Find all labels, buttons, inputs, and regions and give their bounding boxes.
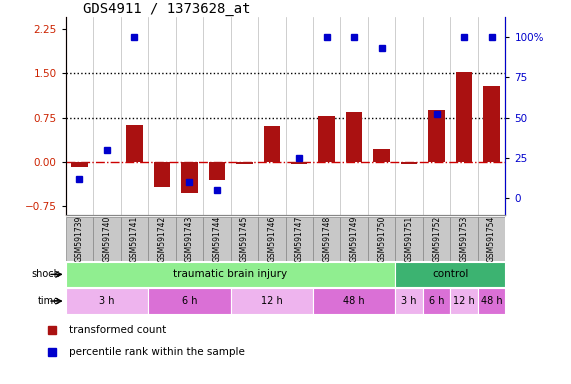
Bar [231,288,313,314]
Text: GSM591750: GSM591750 [377,216,386,262]
Text: 48 h: 48 h [481,296,502,306]
Text: GSM591749: GSM591749 [349,216,359,262]
Text: 48 h: 48 h [343,296,365,306]
Bar [423,217,451,261]
Bar [368,217,395,261]
Bar [395,217,423,261]
Bar [346,112,363,162]
Bar [181,162,198,193]
Bar [258,217,286,261]
Bar [483,86,500,162]
Text: GSM591744: GSM591744 [212,216,222,262]
Text: 3 h: 3 h [401,296,417,306]
Bar [456,72,472,162]
Bar [395,288,423,314]
Text: transformed count: transformed count [70,325,167,335]
Text: GSM591752: GSM591752 [432,216,441,262]
Text: control: control [432,269,469,280]
Text: GSM591751: GSM591751 [405,216,413,262]
Bar [236,162,252,164]
Text: GSM591746: GSM591746 [267,216,276,262]
Text: GDS4911 / 1373628_at: GDS4911 / 1373628_at [83,2,251,16]
Bar [451,288,478,314]
Text: GSM591743: GSM591743 [185,216,194,262]
Bar [176,217,203,261]
Bar [120,217,148,261]
Text: 3 h: 3 h [99,296,115,306]
Text: GSM591741: GSM591741 [130,216,139,262]
Bar [66,288,148,314]
Text: 12 h: 12 h [261,296,283,306]
Bar [428,110,445,162]
Text: GSM591740: GSM591740 [102,216,111,262]
Text: percentile rank within the sample: percentile rank within the sample [70,348,246,358]
Text: GSM591753: GSM591753 [460,216,469,262]
Text: shock: shock [32,269,60,280]
Bar [93,217,120,261]
Bar [478,288,505,314]
Text: GSM591742: GSM591742 [158,216,166,262]
Bar [478,217,505,261]
Bar [71,162,88,167]
Bar [313,217,340,261]
Bar [66,262,395,287]
Bar [126,125,143,162]
Text: GSM591747: GSM591747 [295,216,304,262]
Text: GSM591739: GSM591739 [75,216,84,262]
Bar [203,217,231,261]
Bar [423,288,451,314]
Text: traumatic brain injury: traumatic brain injury [174,269,288,280]
Bar [340,217,368,261]
Text: GSM591745: GSM591745 [240,216,249,262]
Bar [263,126,280,162]
Bar [286,217,313,261]
Bar [395,262,505,287]
Bar [401,162,417,164]
Text: time: time [38,296,60,306]
Bar [208,162,225,180]
Bar [291,162,307,164]
Bar [148,217,176,261]
Bar [373,149,390,162]
Bar [313,288,395,314]
Bar [66,217,93,261]
Bar [154,162,170,187]
Text: 12 h: 12 h [453,296,475,306]
Bar [319,116,335,162]
Bar [451,217,478,261]
Text: GSM591754: GSM591754 [487,216,496,262]
Bar [231,217,258,261]
Text: GSM591748: GSM591748 [322,216,331,262]
Bar [148,288,231,314]
Text: 6 h: 6 h [182,296,197,306]
Text: 6 h: 6 h [429,296,444,306]
